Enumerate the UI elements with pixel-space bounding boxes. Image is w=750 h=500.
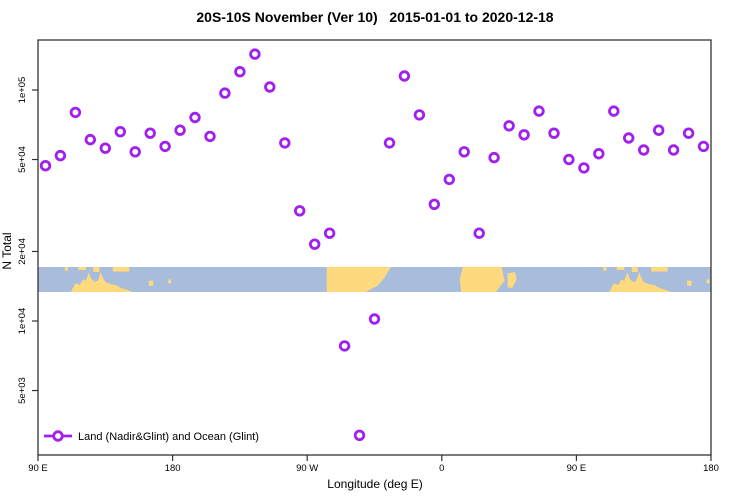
data-point xyxy=(219,87,231,99)
data-point xyxy=(234,65,246,78)
data-point xyxy=(353,429,366,442)
data-point xyxy=(473,227,485,239)
map-land-island xyxy=(603,267,607,271)
map-land-madagascar xyxy=(507,272,517,289)
data-point xyxy=(159,140,171,153)
y-tick-label: 1e+04 xyxy=(17,308,28,335)
data-point xyxy=(368,313,381,325)
data-point xyxy=(323,227,336,239)
data-point xyxy=(99,142,112,154)
data-point xyxy=(488,151,500,164)
data-point xyxy=(39,159,52,172)
data-point xyxy=(69,106,82,119)
data-point xyxy=(563,153,575,166)
data-point xyxy=(398,70,411,82)
legend-marker-icon xyxy=(52,430,64,442)
data-point xyxy=(54,149,67,162)
x-tick-label: 180 xyxy=(703,463,719,474)
data-point xyxy=(682,127,695,139)
plot-border xyxy=(37,39,712,456)
data-point xyxy=(383,137,396,149)
map-land-timor xyxy=(93,267,100,272)
data-point xyxy=(533,105,545,117)
data-point xyxy=(84,133,97,146)
data-point xyxy=(578,162,590,174)
map-land-fiji xyxy=(706,279,710,284)
data-point xyxy=(279,137,291,149)
data-point xyxy=(338,340,351,352)
map-land-new-caledonia xyxy=(687,280,692,286)
data-point xyxy=(204,130,216,143)
y-tick-label: 5e+04 xyxy=(17,146,28,173)
map-land-new-guinea xyxy=(112,267,130,272)
map-land-island xyxy=(616,267,625,270)
data-point xyxy=(428,198,441,211)
x-tick-label: 0 xyxy=(439,463,444,474)
data-point xyxy=(189,111,201,124)
map-land-new-guinea xyxy=(651,267,668,272)
legend-label: Land (Nadir&Glint) and Ocean (Glint) xyxy=(78,431,259,443)
data-point xyxy=(697,140,710,153)
data-point xyxy=(443,173,456,186)
y-tick-label: 5e+03 xyxy=(17,377,28,404)
data-point xyxy=(294,205,306,217)
data-point xyxy=(129,146,141,158)
map-land-south-america xyxy=(326,267,391,292)
data-point xyxy=(667,144,680,156)
data-point xyxy=(264,81,276,93)
chart-title: 20S-10S November (Ver 10) 2015-01-01 to … xyxy=(196,9,554,25)
map-land-fiji xyxy=(168,279,172,284)
data-point xyxy=(413,109,426,121)
data-point xyxy=(458,146,470,158)
map-land-island xyxy=(64,267,68,271)
map-land-australia xyxy=(70,272,133,292)
map-land-timor xyxy=(631,267,638,272)
data-point xyxy=(638,144,650,156)
x-tick-label: 90 W xyxy=(296,463,318,474)
x-tick-label: 180 xyxy=(165,463,181,474)
data-point xyxy=(503,120,515,132)
data-point xyxy=(653,124,665,136)
x-tick-label: 90 E xyxy=(567,463,587,474)
data-point xyxy=(623,132,635,144)
map-land-island xyxy=(78,267,86,270)
x-axis-title: Longitude (deg E) xyxy=(327,477,423,491)
y-tick-label: 1e+05 xyxy=(17,77,28,104)
x-tick-label: 90 E xyxy=(28,463,48,474)
data-point xyxy=(593,147,605,160)
data-point xyxy=(174,124,186,136)
data-point xyxy=(309,238,321,250)
data-point xyxy=(608,105,620,117)
map-land-new-caledonia xyxy=(148,280,154,286)
map-land-africa xyxy=(459,267,505,292)
data-point xyxy=(249,48,261,60)
data-point xyxy=(144,127,156,139)
y-tick-label: 2e+04 xyxy=(17,238,28,265)
data-point xyxy=(114,125,127,138)
data-point xyxy=(518,129,530,141)
data-point xyxy=(548,127,560,139)
map-land-australia-repeat xyxy=(609,272,671,292)
